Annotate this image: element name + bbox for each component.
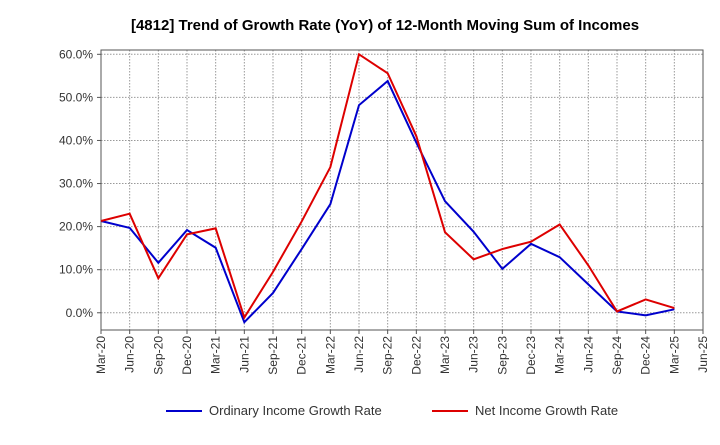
x-tick-label: Sep-23 — [495, 336, 509, 375]
y-tick-label: 50.0% — [59, 90, 93, 104]
x-tick-label: Jun-22 — [352, 336, 366, 373]
x-tick-label: Jun-23 — [467, 336, 481, 373]
y-tick-label: 20.0% — [59, 220, 93, 234]
x-tick-label: Dec-21 — [295, 336, 309, 375]
series-line-ordinary-income — [100, 79, 675, 325]
plot-frame — [100, 49, 704, 331]
y-tick-label: 30.0% — [59, 177, 93, 191]
x-tick-label: Dec-23 — [524, 336, 538, 375]
legend: Ordinary Income Growth Rate Net Income Gr… — [166, 403, 618, 418]
y-tick-label: 60.0% — [59, 47, 93, 61]
grid — [100, 50, 704, 330]
x-tick-label: Sep-24 — [610, 336, 624, 375]
y-tick-label: 10.0% — [59, 263, 93, 277]
legend-net-income: Net Income Growth Rate — [432, 403, 618, 418]
legend-label: Net Income Growth Rate — [475, 403, 618, 418]
x-tick-label: Dec-24 — [639, 336, 653, 375]
series-lines — [100, 52, 675, 325]
x-tick-label: Mar-21 — [209, 336, 223, 374]
x-tick-label: Jun-20 — [123, 336, 137, 373]
x-tick-label: Mar-23 — [438, 336, 452, 374]
series-line-net-income — [100, 52, 675, 320]
legend-label: Ordinary Income Growth Rate — [209, 403, 382, 418]
x-tick-label: Sep-22 — [381, 336, 395, 375]
legend-ordinary-income: Ordinary Income Growth Rate — [166, 403, 382, 418]
x-tick-label: Mar-20 — [94, 336, 108, 374]
x-tick-label: Jun-25 — [696, 336, 710, 373]
x-tick-label: Dec-20 — [180, 336, 194, 375]
x-tick-label: Dec-22 — [409, 336, 423, 375]
x-tick-label: Jun-24 — [581, 336, 595, 373]
x-tick-label: Jun-21 — [237, 336, 251, 373]
x-tick-label: Mar-24 — [553, 336, 567, 374]
y-tick-label: 0.0% — [66, 306, 94, 320]
x-tick-label: Sep-21 — [266, 336, 280, 375]
chart-title: [4812] Trend of Growth Rate (YoY) of 12-… — [131, 17, 639, 34]
x-tick-label: Mar-22 — [323, 336, 337, 374]
x-tick-label: Mar-25 — [667, 336, 681, 374]
axes: 0.0% 10.0% 20.0% 30.0% 40.0% 50.0% 60.0% Mar-20… — [59, 47, 710, 374]
y-tick-label: 40.0% — [59, 133, 93, 147]
x-tick-label: Sep-20 — [151, 336, 165, 375]
